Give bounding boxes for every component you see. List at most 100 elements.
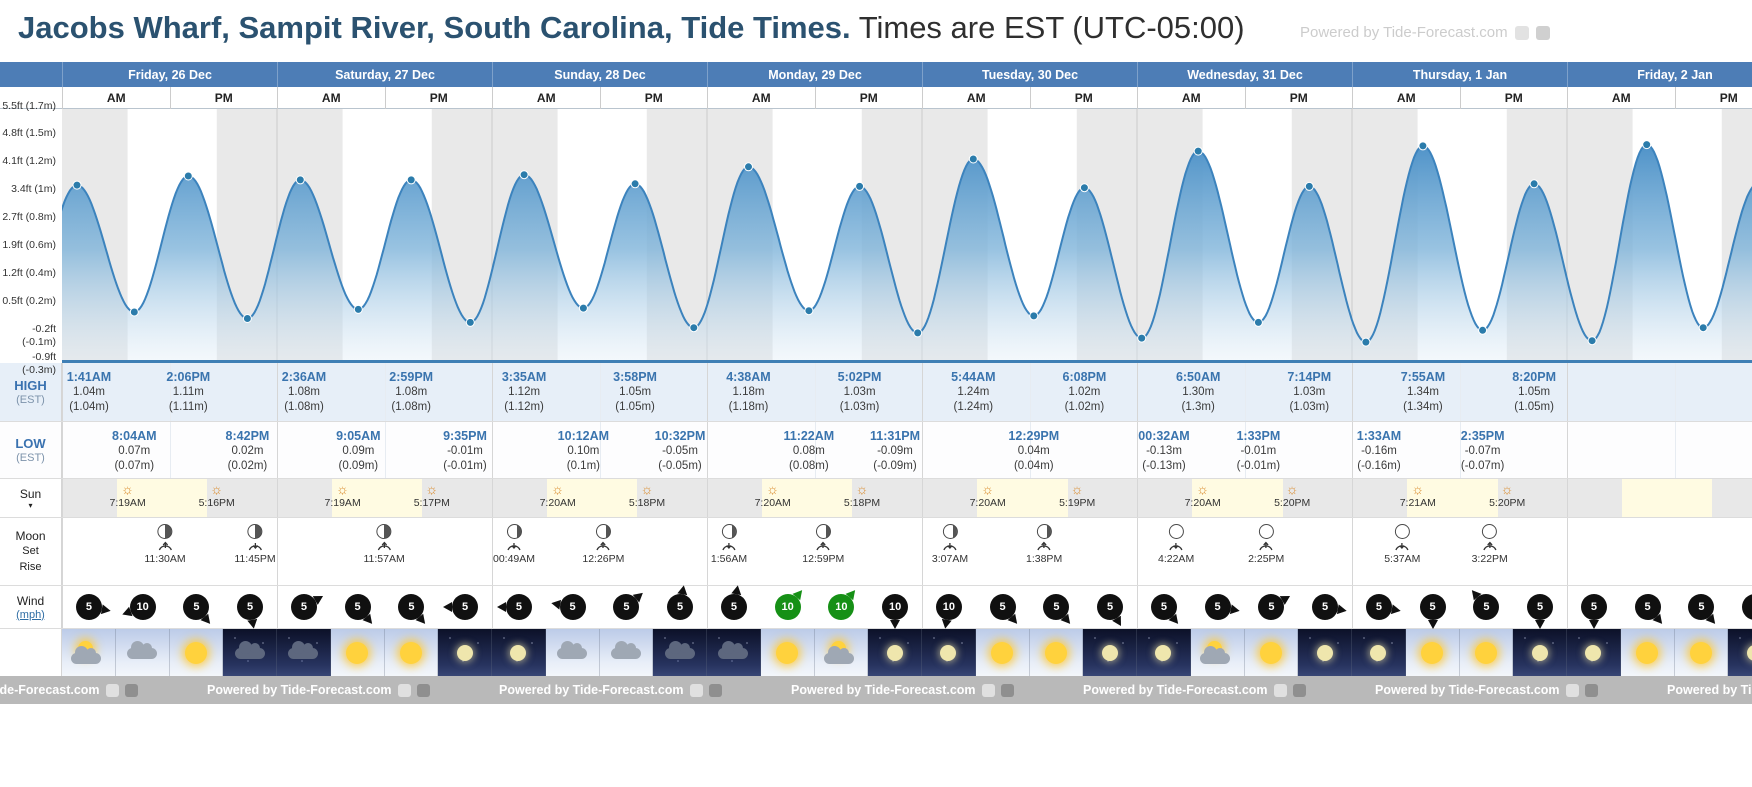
moonset-time: 11:45PM (234, 553, 276, 565)
day-separator (707, 422, 708, 478)
night-cloud-icon (288, 640, 319, 659)
wind-speed-value: 5 (1322, 601, 1329, 613)
sun-expand-icon[interactable]: ▾ (28, 500, 33, 510)
sunrise-entry: ☼ 7:19AM (110, 481, 146, 509)
title-bar: Powered by Tide-Forecast.com Jacobs Whar… (0, 0, 1752, 62)
moonrise-icon (596, 541, 610, 551)
weather-cell (545, 629, 600, 677)
weather-cell (653, 629, 707, 677)
wind-speed-value: 5 (1590, 601, 1597, 613)
sunrise-icon: ☼ (981, 481, 995, 497)
footer-credit-link[interactable]: Powered by Tide-Forecast.com (1083, 676, 1306, 704)
sunset-time: 5:18PM (843, 497, 881, 510)
tide-time: 11:31PM (869, 429, 921, 443)
day-separator (1567, 518, 1568, 585)
high-tide-entry: 7:14PM 1.03m (1.03m) (1287, 369, 1331, 415)
day-separator (492, 479, 493, 517)
tide-extreme-marker (1642, 140, 1652, 150)
high-tide-entry: 2:06PM 1.11m (1.11m) (166, 369, 210, 415)
footer-credit-link[interactable]: Powered by Tide-Forecast.com (207, 676, 430, 704)
high-row-label: HIGH (EST) (0, 363, 62, 421)
moon-entry: 11:30AM (144, 524, 186, 565)
moonset-time: 1:56AM (710, 553, 748, 565)
moonrise-icon (816, 541, 830, 551)
tide-extreme-marker (1529, 179, 1539, 189)
sun-icon (776, 642, 799, 664)
wind-speed-value: 5 (408, 601, 415, 613)
ampm-label: PM (1029, 87, 1138, 109)
weather-cell (330, 629, 385, 677)
day-separator (1567, 363, 1568, 421)
moonrise-icon (1037, 541, 1051, 551)
night-shade (707, 479, 762, 517)
night-shade (1352, 479, 1408, 517)
sunset-entry: ☼ 5:20PM (1489, 481, 1525, 509)
tide-height-alt: (-0.01m) (1236, 460, 1281, 473)
wind-speed-value: 5 (515, 601, 522, 613)
moon-phase-icon (1482, 524, 1498, 539)
moon-phase-icon (376, 524, 392, 539)
moon-icon (1155, 645, 1172, 661)
tide-height-alt: (1.18m) (728, 401, 769, 414)
sunrise-entry: ☼ 7:20AM (755, 481, 791, 509)
wind-speed-value: 5 (1107, 601, 1114, 613)
footer-credit-link[interactable]: Powered by Tide-Forecast.com (1375, 676, 1598, 704)
halfday-separator (1029, 363, 1031, 421)
tide-time: 7:14PM (1287, 370, 1332, 384)
tide-height: -0.01m (447, 445, 483, 458)
tide-height: -0.13m (1146, 445, 1182, 458)
day-header-row: Friday, 26 Dec Saturday, 27 Dec Sunday, 28… (0, 62, 1752, 87)
low-tide-entry: 12:29PM 0.04m (0.04m) (1008, 428, 1059, 474)
wind-speed-badge: 5 (667, 594, 694, 620)
wind-speed-value: 5 (193, 601, 200, 613)
halfday-separator (1674, 363, 1676, 421)
footer-credit-link[interactable]: Powered by Tide-Forecast.com (499, 676, 722, 704)
moonrise-time: 11:57AM (363, 553, 405, 565)
tide-time: 5:44AM (951, 370, 996, 384)
weather-cell (599, 629, 654, 677)
low-label: LOW (15, 436, 46, 451)
tide-height-alt: (0.1m) (566, 460, 600, 473)
weather-cell (1244, 629, 1299, 677)
wind-units-link[interactable]: (mph) (16, 608, 45, 621)
wind-speed-value: 5 (462, 601, 469, 613)
footer-credit-link[interactable]: Powered by Tide-Forecast.com (0, 676, 138, 704)
wind-speed-value: 10 (888, 601, 902, 613)
moonrise-time: 1:38PM (1026, 553, 1063, 565)
footer-bar: Powered by Tide-Forecast.com Powered by … (0, 676, 1752, 704)
ampm-label: AM (492, 87, 600, 109)
footer-credit-link[interactable]: Powered by Tide-Forecast.com (1667, 676, 1752, 704)
day-separator (922, 586, 923, 628)
footer-credit-text: Powered by Tide-Forecast.com (1083, 683, 1268, 697)
ampm-label: PM (599, 87, 708, 109)
weather-cell (1352, 629, 1406, 677)
tide-height: 1.08m (288, 386, 320, 399)
low-tide-entry: 10:12AM 0.10m (0.1m) (558, 428, 609, 474)
tide-time: 9:35PM (443, 429, 487, 443)
watermark-text: Powered by Tide-Forecast.com (1300, 24, 1508, 41)
weather-row (0, 628, 1752, 677)
ampm-label: PM (384, 87, 493, 109)
halfday-separator (1244, 422, 1246, 478)
high-tide-entry: 7:55AM 1.34m (1.34m) (1401, 369, 1445, 415)
weather-cell (975, 629, 1030, 677)
wind-speed-value: 5 (569, 601, 576, 613)
weather-cell (1029, 629, 1084, 677)
footer-badge-icon (689, 683, 703, 697)
day-header-cell: Friday, 26 Dec (62, 62, 277, 87)
low-tide-row: LOW (EST) 8:04AM 0.07m (0.07m) 8:42PM 0.0… (0, 421, 1752, 478)
sunset-entry: ☼ 5:18PM (843, 481, 881, 510)
tide-extreme-marker (1361, 337, 1371, 347)
tide-height: 1.03m (843, 386, 876, 399)
tide-height-alt: (0.09m) (338, 460, 379, 473)
footer-credit-link[interactable]: Powered by Tide-Forecast.com (791, 676, 1014, 704)
wind-row-label: Wind (mph) (0, 586, 62, 628)
moonrise-icon (1259, 541, 1273, 551)
sun-icon (346, 642, 369, 664)
wind-speed-value: 5 (1537, 601, 1544, 613)
day-separator (492, 363, 493, 421)
moonrise-icon (377, 541, 391, 551)
moonrise-icon (158, 541, 172, 551)
sunset-entry: ☼ 5:20PM (1274, 481, 1310, 509)
night-cloud-icon (718, 640, 749, 659)
